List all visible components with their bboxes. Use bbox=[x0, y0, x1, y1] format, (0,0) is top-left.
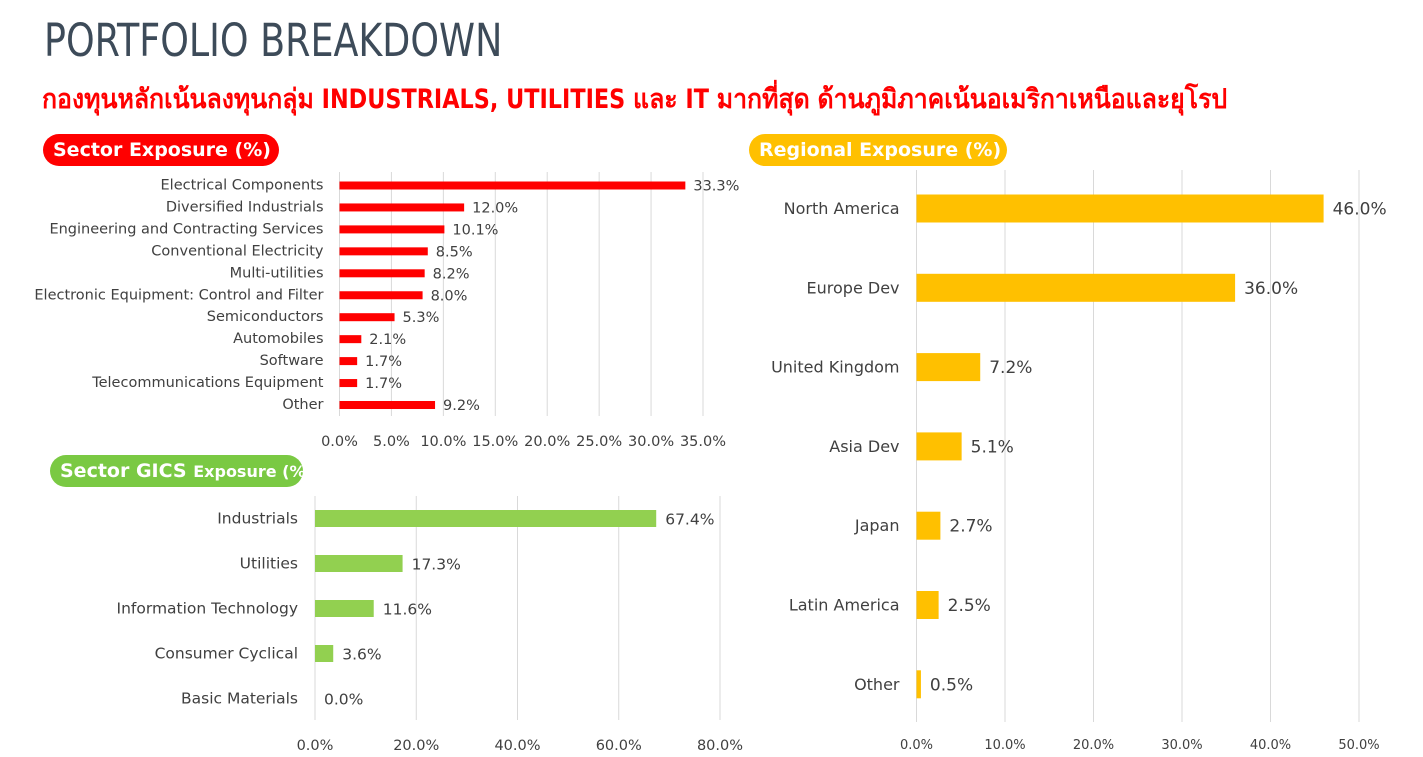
regional-exposure-badge: Regional Exposure (%) bbox=[749, 134, 1007, 166]
region-value-label: 2.5% bbox=[948, 596, 991, 616]
gics-value-label: 3.6% bbox=[342, 646, 381, 664]
gics-value-label: 0.0% bbox=[324, 691, 363, 709]
sector-bar bbox=[339, 225, 445, 234]
region-bar bbox=[916, 273, 1236, 302]
sector-x-tick-label: 20.0% bbox=[524, 434, 570, 450]
sector-value-label: 33.3% bbox=[693, 179, 739, 195]
gics-x-tick-label: 20.0% bbox=[393, 738, 439, 754]
sector-value-label: 1.7% bbox=[365, 376, 402, 392]
sector-value-label: 9.2% bbox=[443, 398, 480, 414]
sector-value-label: 12.0% bbox=[472, 200, 518, 216]
region-x-tick-label: 40.0% bbox=[1250, 738, 1291, 753]
gics-category-label: Information Technology bbox=[117, 600, 298, 618]
region-bar bbox=[916, 194, 1324, 223]
sector-x-tick-label: 10.0% bbox=[420, 434, 466, 450]
gics-x-tick-label: 0.0% bbox=[297, 738, 334, 754]
sector-value-label: 8.5% bbox=[436, 244, 473, 260]
sector-value-label: 5.3% bbox=[403, 310, 440, 326]
region-x-tick-label: 50.0% bbox=[1338, 738, 1379, 753]
sector-x-tick-label: 30.0% bbox=[628, 434, 674, 450]
gics-category-label: Basic Materials bbox=[181, 690, 298, 708]
sector-category-label: Semiconductors bbox=[207, 309, 324, 325]
region-value-label: 46.0% bbox=[1333, 200, 1387, 220]
sector-x-tick-label: 25.0% bbox=[576, 434, 622, 450]
region-x-tick-label: 10.0% bbox=[984, 738, 1025, 753]
region-bar bbox=[916, 511, 941, 540]
sector-bar bbox=[339, 401, 436, 409]
sector-x-tick-label: 15.0% bbox=[472, 434, 518, 450]
sector-x-tick-label: 35.0% bbox=[680, 434, 726, 450]
sector-value-label: 8.0% bbox=[431, 288, 468, 304]
gics-bar bbox=[315, 645, 334, 662]
region-bar bbox=[916, 353, 981, 382]
sector-exposure-badge: Sector Exposure (%) bbox=[43, 134, 279, 166]
sector-x-tick-label: 0.0% bbox=[321, 434, 358, 450]
gics-badge-small: Exposure (%) bbox=[193, 462, 313, 481]
sector-bar bbox=[339, 269, 425, 278]
region-value-label: 0.5% bbox=[930, 675, 973, 695]
region-x-tick-label: 0.0% bbox=[900, 738, 933, 753]
region-category-label: Japan bbox=[854, 516, 900, 535]
sector-value-label: 1.7% bbox=[365, 354, 402, 370]
sector-category-label: Electronic Equipment: Control and Filter bbox=[34, 287, 323, 303]
gics-bar bbox=[315, 555, 403, 572]
sector-category-label: Other bbox=[282, 397, 323, 413]
region-bar bbox=[916, 591, 939, 619]
region-x-tick-label: 20.0% bbox=[1073, 738, 1114, 753]
gics-category-label: Industrials bbox=[217, 510, 298, 528]
region-category-label: Latin America bbox=[789, 596, 900, 615]
gics-bar bbox=[315, 600, 374, 617]
gics-x-tick-label: 40.0% bbox=[494, 738, 540, 754]
sector-bar bbox=[339, 357, 358, 366]
sector-bar bbox=[339, 203, 465, 212]
sector-gics-exposure-badge: Sector GICS Exposure (%) bbox=[50, 455, 313, 487]
sector-bar bbox=[339, 379, 358, 388]
gics-badge-main: Sector GICS bbox=[60, 460, 187, 482]
sector-bar bbox=[339, 335, 362, 344]
sector-category-label: Software bbox=[260, 353, 324, 369]
region-value-label: 7.2% bbox=[989, 358, 1032, 378]
region-x-tick-label: 30.0% bbox=[1161, 738, 1202, 753]
sector-category-label: Telecommunications Equipment bbox=[91, 375, 324, 391]
gics-category-label: Consumer Cyclical bbox=[155, 645, 298, 663]
sector-value-label: 10.1% bbox=[452, 222, 498, 238]
region-bar bbox=[916, 432, 962, 461]
sector-category-label: Conventional Electricity bbox=[151, 243, 324, 259]
sector-category-label: Automobiles bbox=[233, 331, 323, 347]
gics-value-label: 67.4% bbox=[665, 511, 714, 529]
gics-value-label: 11.6% bbox=[383, 601, 432, 619]
region-category-label: United Kingdom bbox=[771, 358, 899, 377]
sector-bar bbox=[339, 247, 428, 256]
sector-value-label: 8.2% bbox=[433, 266, 470, 282]
sector-x-tick-label: 5.0% bbox=[373, 434, 410, 450]
gics-category-label: Utilities bbox=[240, 555, 298, 573]
region-category-label: Asia Dev bbox=[829, 437, 899, 456]
sector-bar bbox=[339, 291, 423, 300]
region-value-label: 5.1% bbox=[971, 437, 1014, 457]
gics-bar bbox=[315, 510, 657, 527]
sector-category-label: Engineering and Contracting Services bbox=[49, 221, 323, 237]
region-value-label: 2.7% bbox=[949, 517, 992, 537]
sector-bar bbox=[339, 313, 395, 322]
sector-category-label: Electrical Components bbox=[161, 178, 324, 194]
region-category-label: Other bbox=[854, 675, 900, 694]
sector-bar bbox=[339, 181, 686, 190]
page-title: PORTFOLIO BREAKDOWN bbox=[44, 14, 503, 67]
region-category-label: North America bbox=[784, 199, 900, 218]
region-category-label: Europe Dev bbox=[807, 278, 900, 297]
gics-x-tick-label: 80.0% bbox=[697, 738, 743, 754]
region-bar bbox=[916, 670, 921, 699]
gics-x-tick-label: 60.0% bbox=[596, 738, 642, 754]
sector-category-label: Diversified Industrials bbox=[166, 199, 324, 215]
page-subtitle: กองทุนหลักเน้นลงทุนกลุ่ม INDUSTRIALS, UT… bbox=[42, 84, 1228, 115]
region-value-label: 36.0% bbox=[1244, 279, 1298, 299]
sector-category-label: Multi-utilities bbox=[230, 265, 324, 281]
gics-value-label: 17.3% bbox=[412, 556, 461, 574]
sector-value-label: 2.1% bbox=[369, 332, 406, 348]
